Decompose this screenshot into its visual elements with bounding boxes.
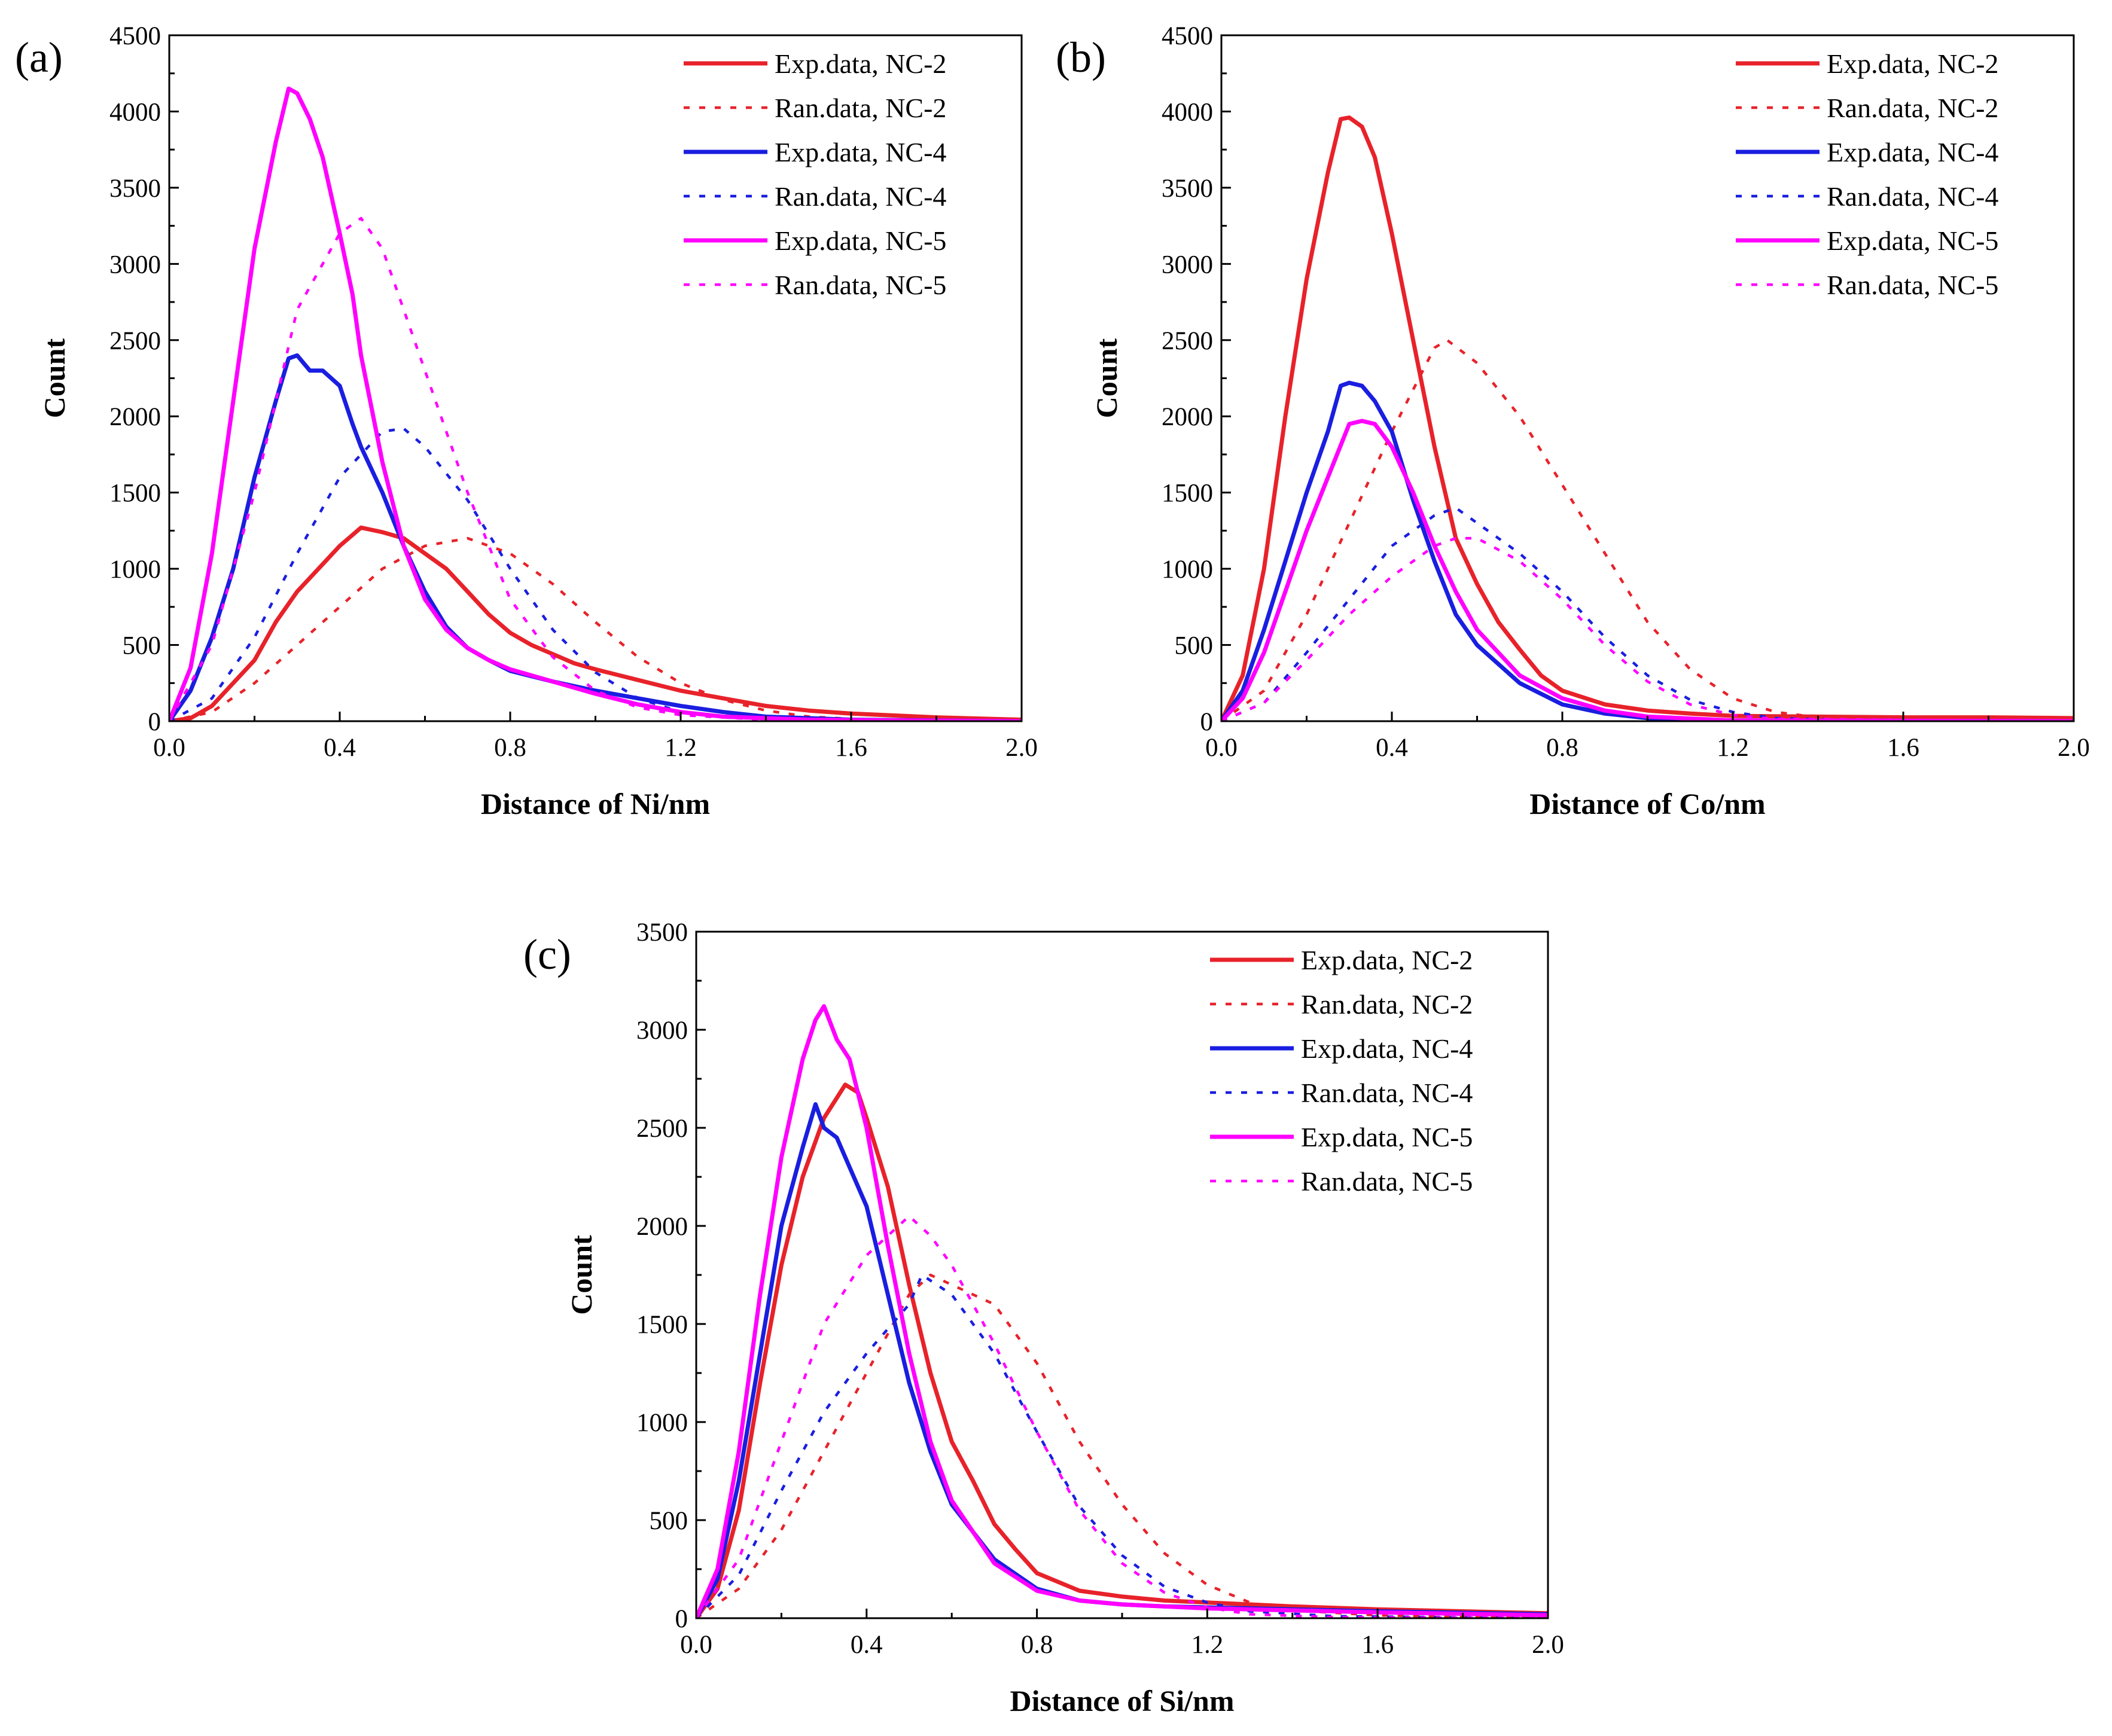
- series-line-exp-data-nc-5: [696, 1004, 1548, 1618]
- x-tick-label: 1.6: [835, 734, 867, 762]
- panel-b: (b) 0.0 0.4 0.8 1.2 1.6 2.0 0 500 1000 1500 2000 250…: [1056, 22, 2090, 820]
- y-tick-label: 3000: [636, 1017, 688, 1045]
- y-tick-label: 3500: [1162, 175, 1213, 203]
- y-tick-label: 500: [1175, 632, 1214, 660]
- y-tick-label: 1000: [109, 556, 161, 584]
- x-tick-label: 0.4: [851, 1631, 883, 1659]
- y-tick-label: 0: [148, 708, 161, 736]
- y-tick-label: 2500: [109, 327, 161, 355]
- y-tick-label: 3000: [1162, 251, 1213, 279]
- series-line-ran-data-nc-2: [1221, 338, 2074, 721]
- panel-label: (a): [15, 33, 63, 81]
- y-tick-label: 3000: [109, 251, 161, 279]
- legend-label: Exp.data, NC-2: [1827, 48, 1998, 79]
- legend-label: Ran.data, NC-4: [1827, 181, 1998, 212]
- legend-label: Ran.data, NC-2: [775, 93, 946, 123]
- x-tick-label: 0.8: [1021, 1631, 1053, 1659]
- x-tick-label: 0.4: [324, 734, 356, 762]
- x-tick-label: 2.0: [1532, 1631, 1564, 1659]
- legend-label: Exp.data, NC-2: [775, 48, 946, 79]
- series-line-exp-data-nc-4: [169, 353, 1022, 721]
- y-tick-label: 4000: [109, 98, 161, 126]
- legend-label: Ran.data, NC-2: [1301, 989, 1473, 1020]
- y-axis-title: Count: [565, 1235, 598, 1315]
- series-line-ran-data-nc-5: [696, 1215, 1548, 1618]
- x-tick-label: 0.0: [1205, 734, 1238, 762]
- x-tick-label: 0.0: [680, 1631, 712, 1659]
- x-axis-title: Distance of Si/nm: [1010, 1684, 1235, 1717]
- y-tick-label: 1000: [636, 1409, 688, 1437]
- x-tick-label: 1.6: [1361, 1631, 1394, 1659]
- y-tick-label: 2500: [636, 1115, 688, 1143]
- series-line-exp-data-nc-4: [1221, 380, 2074, 721]
- legend-label: Exp.data, NC-2: [1301, 945, 1473, 975]
- x-tick-label: 2.0: [2058, 734, 2090, 762]
- y-tick-label: 4500: [109, 22, 161, 50]
- legend-label: Ran.data, NC-5: [1301, 1166, 1473, 1197]
- series-line-exp-data-nc-5: [169, 86, 1022, 721]
- y-tick-label: 1500: [109, 480, 161, 508]
- legend-label: Exp.data, NC-5: [1301, 1122, 1473, 1152]
- legend-label: Ran.data, NC-4: [1301, 1078, 1473, 1108]
- y-tick-label: 500: [123, 632, 161, 660]
- x-tick-label: 0.8: [494, 734, 526, 762]
- series-line-ran-data-nc-4: [1221, 506, 2074, 721]
- panel-label: (b): [1056, 33, 1106, 81]
- x-axis-title: Distance of Ni/nm: [481, 787, 710, 820]
- y-tick-label: 0: [1200, 708, 1214, 736]
- legend-label: Exp.data, NC-4: [1827, 137, 1998, 167]
- y-tick-label: 1500: [1162, 480, 1213, 508]
- y-tick-label: 1500: [636, 1311, 688, 1339]
- y-tick-label: 3500: [109, 175, 161, 203]
- series-line-ran-data-nc-4: [696, 1273, 1548, 1618]
- series-line-exp-data-nc-2: [169, 525, 1022, 721]
- x-tick-label: 2.0: [1005, 734, 1038, 762]
- y-tick-label: 3500: [636, 919, 688, 947]
- x-axis-title: Distance of Co/nm: [1529, 787, 1765, 820]
- y-axis-title: Count: [38, 338, 71, 418]
- legend-label: Ran.data, NC-4: [775, 181, 946, 212]
- y-tick-label: 1000: [1162, 556, 1213, 584]
- legend-label: Exp.data, NC-4: [1301, 1033, 1473, 1064]
- x-tick-label: 1.2: [1717, 734, 1749, 762]
- legend-label: Ran.data, NC-5: [775, 270, 946, 300]
- x-tick-label: 0.8: [1546, 734, 1578, 762]
- x-tick-label: 0.4: [1376, 734, 1408, 762]
- y-tick-label: 2000: [109, 403, 161, 431]
- y-tick-label: 0: [675, 1605, 688, 1633]
- panel-label: (c): [523, 930, 571, 978]
- panel-a: (a) 0.0 0.4 0.8 1.2 1.6 2.0 0 500 1000 1500 2000 250…: [15, 22, 1038, 820]
- y-tick-label: 500: [650, 1507, 688, 1535]
- legend-label: Exp.data, NC-4: [775, 137, 946, 167]
- x-tick-label: 1.2: [665, 734, 697, 762]
- y-tick-label: 4000: [1162, 98, 1213, 126]
- series-line-exp-data-nc-5: [1221, 419, 2074, 721]
- x-tick-label: 1.6: [1887, 734, 1919, 762]
- y-axis-title: Count: [1090, 338, 1123, 418]
- series-line-ran-data-nc-5: [1221, 536, 2074, 721]
- x-tick-label: 1.2: [1191, 1631, 1224, 1659]
- y-tick-label: 4500: [1162, 22, 1213, 50]
- y-tick-label: 2000: [636, 1213, 688, 1241]
- legend-label: Ran.data, NC-5: [1827, 270, 1998, 300]
- legend-label: Ran.data, NC-2: [1827, 93, 1998, 123]
- panel-c: (c) 0.0 0.4 0.8 1.2 1.6 2.0 0 500 1000 1500 2000 250…: [523, 919, 1564, 1717]
- y-tick-label: 2500: [1162, 327, 1213, 355]
- series-line-exp-data-nc-2: [696, 1082, 1548, 1618]
- legend-label: Exp.data, NC-5: [775, 225, 946, 256]
- y-tick-label: 2000: [1162, 403, 1213, 431]
- legend-label: Exp.data, NC-5: [1827, 225, 1998, 256]
- x-tick-label: 0.0: [153, 734, 185, 762]
